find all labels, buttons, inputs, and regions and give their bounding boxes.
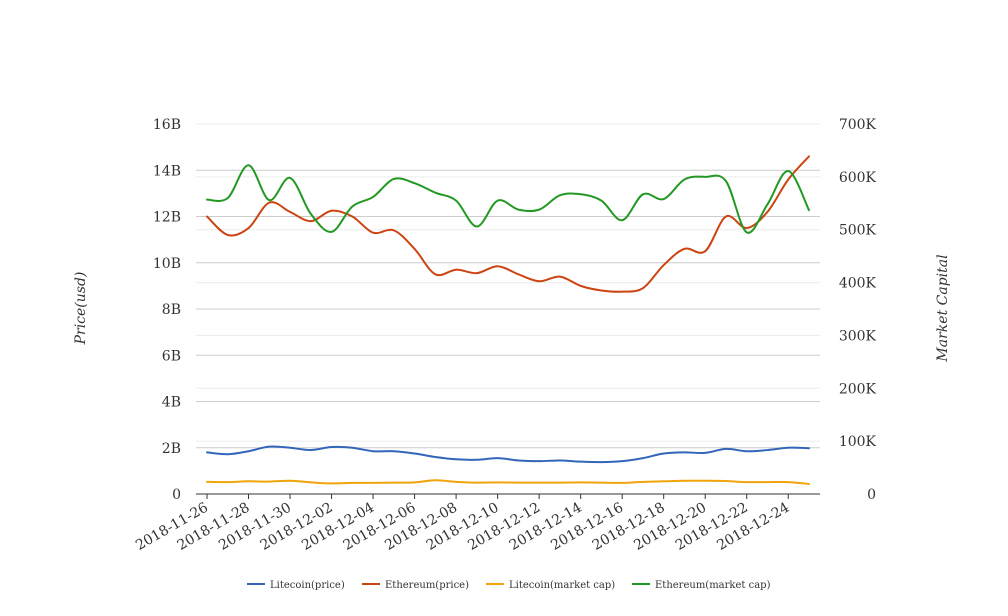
- right-tick-label: 700K: [839, 117, 877, 133]
- legend-item-litecoin-price[interactable]: Litecoin(price): [247, 580, 345, 591]
- series-lines: [206, 155, 810, 485]
- right-tick-label: 400K: [839, 276, 877, 292]
- right-tick-label: 0: [867, 487, 876, 503]
- left-axis-ticks: 0 2B 4B 6B 8B 10B 12B 14B 16B: [153, 117, 181, 503]
- right-tick-label: 300K: [839, 328, 877, 344]
- legend-item-litecoin-market-cap[interactable]: Litecoin(market cap): [486, 580, 615, 591]
- right-tick-label: 200K: [839, 381, 877, 397]
- right-axis-ticks: 0 100K 200K 300K 400K 500K 600K 700K: [839, 117, 877, 503]
- left-tick-label: 2B: [162, 441, 181, 457]
- series-line-litecoin-price: [206, 445, 810, 464]
- legend: Litecoin(price) Ethereum(price) Litecoin(m…: [247, 580, 771, 591]
- left-tick-label: 12B: [153, 210, 181, 226]
- left-axis-title: Price(usd): [73, 272, 89, 346]
- left-tick-label: 16B: [153, 117, 181, 133]
- series-line-litecoin-market-cap: [206, 479, 810, 485]
- legend-item-ethereum-market-cap[interactable]: Ethereum(market cap): [632, 580, 771, 591]
- legend-label: Litecoin(market cap): [509, 580, 615, 591]
- series-line-ethereum-price: [206, 155, 810, 293]
- left-tick-label: 0: [172, 487, 181, 503]
- x-axis-ticks: 2018-11-262018-11-282018-11-302018-12-02…: [133, 494, 792, 554]
- right-tick-label: 500K: [839, 223, 877, 239]
- legend-label: Ethereum(price): [385, 580, 469, 591]
- legend-item-ethereum-price[interactable]: Ethereum(price): [362, 580, 469, 591]
- legend-label: Ethereum(market cap): [655, 580, 771, 591]
- left-tick-label: 4B: [162, 395, 181, 411]
- grid-lines: [196, 123, 820, 495]
- right-tick-label: 100K: [839, 434, 877, 450]
- legend-label: Litecoin(price): [270, 580, 345, 591]
- right-axis-title: Market Capital: [935, 254, 951, 362]
- left-tick-label: 10B: [153, 256, 181, 272]
- left-tick-label: 14B: [153, 163, 181, 179]
- left-tick-label: 8B: [162, 302, 181, 318]
- right-tick-label: 600K: [839, 170, 877, 186]
- series-line-ethereum-market-cap: [206, 164, 810, 234]
- left-tick-label: 6B: [162, 348, 181, 364]
